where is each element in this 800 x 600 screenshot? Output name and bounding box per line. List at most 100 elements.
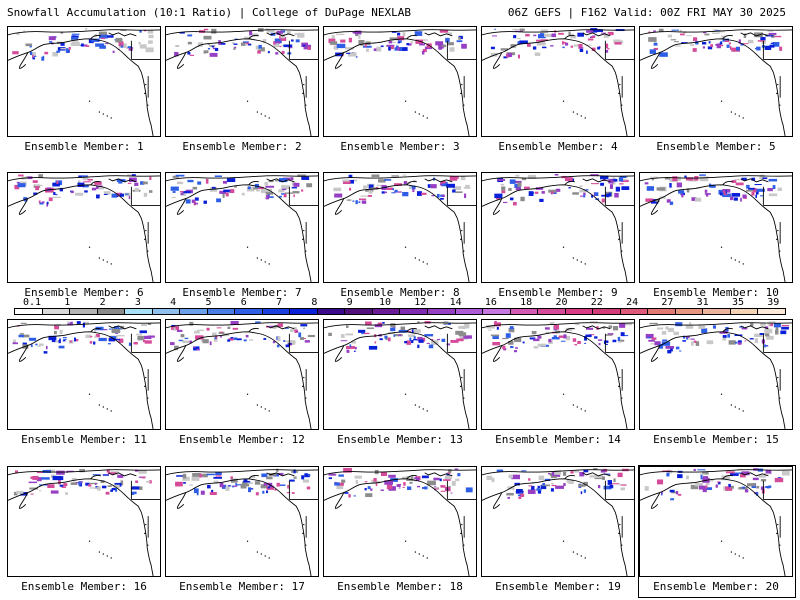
legend-label: 5	[205, 297, 212, 308]
member-caption: Ensemble Member: 18	[337, 580, 463, 593]
ensemble-member-panel-17[interactable]: Ensemble Member: 17	[165, 466, 319, 596]
snowfall-map	[481, 319, 635, 430]
ensemble-member-panel-1[interactable]: Ensemble Member: 1	[7, 26, 161, 156]
snowfall-shading	[175, 468, 311, 496]
legend-swatch	[510, 309, 539, 314]
legend-swatch	[372, 309, 401, 314]
legend-swatch	[70, 309, 98, 314]
legend-colorbar	[14, 308, 786, 315]
member-caption: Ensemble Member: 13	[337, 433, 463, 446]
ensemble-member-panel-15[interactable]: Ensemble Member: 15	[639, 319, 793, 449]
ensemble-member-panel-19[interactable]: Ensemble Member: 19	[481, 466, 635, 596]
ensemble-member-panel-6[interactable]: Ensemble Member: 6	[7, 172, 161, 302]
legend-labels: 0.1 1 2 3 4 5 6 7 8 9 10 12 14 16 18 20 22 24 27 31 35 39	[14, 297, 786, 308]
ensemble-member-panel-18[interactable]: Ensemble Member: 18	[323, 466, 477, 596]
legend-label: 35	[731, 297, 745, 308]
snowfall-shading	[170, 174, 313, 206]
legend-swatch	[125, 309, 153, 314]
snowfall-map	[481, 172, 635, 283]
legend-swatch	[290, 309, 318, 314]
ensemble-member-panel-12[interactable]: Ensemble Member: 12	[165, 319, 319, 449]
coastline	[482, 322, 634, 429]
ensemble-member-panel-3[interactable]: Ensemble Member: 3	[323, 26, 477, 156]
legend-swatch	[703, 309, 731, 314]
run-valid-time: 06Z GEFS | F162 Valid: 00Z FRI MAY 30 20…	[507, 6, 786, 19]
ensemble-member-panel-11[interactable]: Ensemble Member: 11	[7, 319, 161, 449]
snowfall-shading	[644, 468, 790, 501]
snowfall-map	[165, 466, 319, 577]
ensemble-member-panel-8[interactable]: Ensemble Member: 8	[323, 172, 477, 302]
snowfall-shading	[328, 321, 472, 353]
coastline	[640, 469, 792, 576]
member-caption: Ensemble Member: 1	[24, 140, 144, 153]
snowfall-map	[7, 26, 161, 137]
legend-swatch	[593, 309, 621, 314]
snowfall-map	[323, 172, 477, 283]
legend-label: 7	[276, 297, 283, 308]
legend-label: 1	[64, 297, 71, 308]
legend-swatch	[455, 309, 484, 314]
ensemble-member-panel-4[interactable]: Ensemble Member: 4	[481, 26, 635, 156]
snowfall-map	[481, 26, 635, 137]
ensemble-member-panel-9[interactable]: Ensemble Member: 9	[481, 172, 635, 302]
snowfall-map	[165, 172, 319, 283]
legend-swatch	[538, 309, 566, 314]
snowfall-shading	[174, 28, 311, 57]
snowfall-map	[165, 319, 319, 430]
snowfall-shading	[170, 320, 315, 351]
member-caption: Ensemble Member: 4	[498, 140, 618, 153]
coastline	[324, 469, 476, 576]
ensemble-member-panel-5[interactable]: Ensemble Member: 5	[639, 26, 793, 156]
ensemble-member-panel-14[interactable]: Ensemble Member: 14	[481, 319, 635, 449]
ensemble-member-panel-16[interactable]: Ensemble Member: 16	[7, 466, 161, 596]
legend-label: 0.1	[22, 297, 42, 308]
legend-swatch	[207, 309, 236, 314]
coastline	[8, 29, 160, 136]
coastline	[640, 322, 792, 429]
legend-swatch	[262, 309, 291, 314]
legend-swatch	[97, 309, 126, 314]
legend-label: 39	[767, 297, 780, 308]
member-caption: Ensemble Member: 16	[21, 580, 147, 593]
legend-label: 20	[555, 297, 568, 308]
member-caption: Ensemble Member: 17	[179, 580, 305, 593]
snowfall-map	[165, 26, 319, 137]
legend-swatch	[345, 309, 373, 314]
ensemble-member-panel-20[interactable]: Ensemble Member: 20	[638, 465, 796, 598]
snowfall-shading	[494, 173, 630, 206]
ensemble-member-panel-13[interactable]: Ensemble Member: 13	[323, 319, 477, 449]
member-caption: Ensemble Member: 19	[495, 580, 621, 593]
legend-swatch	[648, 309, 676, 314]
legend-swatch	[730, 309, 759, 314]
snowfall-map	[639, 319, 793, 430]
snowfall-shading	[328, 467, 473, 498]
snowfall-map	[323, 466, 477, 577]
member-caption: Ensemble Member: 14	[495, 433, 621, 446]
legend-label: 16	[484, 297, 497, 308]
legend-swatch	[15, 309, 43, 314]
coastline	[166, 29, 318, 136]
snowfall-shading	[486, 468, 629, 500]
member-caption: Ensemble Member: 15	[653, 433, 779, 446]
coastline	[482, 29, 634, 136]
snowfall-map	[639, 466, 793, 577]
legend-label: 31	[696, 297, 709, 308]
ensemble-member-panel-2[interactable]: Ensemble Member: 2	[165, 26, 319, 156]
legend-label: 12	[414, 297, 427, 308]
legend-label: 10	[378, 297, 392, 308]
snowfall-map	[639, 26, 793, 137]
member-caption: Ensemble Member: 20	[653, 580, 779, 593]
member-caption: Ensemble Member: 5	[656, 140, 776, 153]
coastline	[640, 29, 792, 136]
snowfall-map	[7, 319, 161, 430]
ensemble-member-panel-10[interactable]: Ensemble Member: 10	[639, 172, 793, 302]
ensemble-member-panel-7[interactable]: Ensemble Member: 7	[165, 172, 319, 302]
snowfall-shading	[490, 28, 625, 59]
legend-label: 24	[626, 297, 639, 308]
legend-swatch	[483, 309, 511, 314]
coastline	[166, 175, 318, 282]
snowfall-map	[7, 466, 161, 577]
coastline	[8, 175, 160, 282]
coastline	[166, 322, 318, 429]
snowfall-shading	[12, 321, 155, 354]
